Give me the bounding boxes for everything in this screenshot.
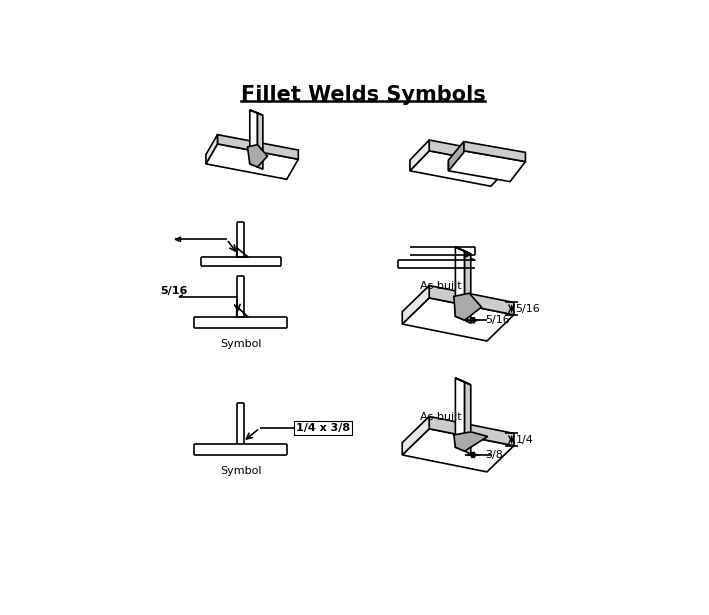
Polygon shape [257,113,263,169]
Text: 5/16: 5/16 [515,304,540,314]
Polygon shape [455,378,464,451]
Text: 1/4: 1/4 [515,435,533,445]
Polygon shape [237,248,248,257]
Polygon shape [464,251,471,323]
Polygon shape [237,306,248,317]
Polygon shape [402,416,429,455]
Polygon shape [206,135,218,164]
Polygon shape [460,255,476,260]
Polygon shape [175,237,181,242]
Polygon shape [429,416,514,446]
Polygon shape [455,378,471,385]
Polygon shape [455,247,471,254]
Text: Symbol: Symbol [220,466,262,476]
Polygon shape [250,110,257,167]
Polygon shape [454,293,481,320]
Polygon shape [449,141,464,171]
Polygon shape [250,110,263,116]
Polygon shape [455,247,464,320]
Polygon shape [449,141,464,171]
Polygon shape [402,285,429,324]
Text: 1/4 x 3/8: 1/4 x 3/8 [296,423,350,433]
Text: As built: As built [420,281,462,291]
Polygon shape [402,298,514,341]
Polygon shape [410,151,510,186]
Polygon shape [206,144,298,180]
Text: Fillet Welds Symbols: Fillet Welds Symbols [240,85,486,105]
Polygon shape [429,285,514,315]
Text: 5/16: 5/16 [160,286,187,296]
Polygon shape [429,140,510,166]
Polygon shape [410,140,429,171]
Polygon shape [218,135,298,159]
Polygon shape [449,151,525,181]
Polygon shape [454,432,488,451]
Text: As built: As built [420,412,462,422]
Polygon shape [464,141,525,162]
Text: Symbol: Symbol [220,339,262,349]
Text: 3/8: 3/8 [486,450,503,460]
Polygon shape [247,145,267,167]
Polygon shape [402,429,514,472]
Text: 5/16: 5/16 [486,315,510,325]
Polygon shape [449,141,464,171]
Polygon shape [464,382,471,454]
